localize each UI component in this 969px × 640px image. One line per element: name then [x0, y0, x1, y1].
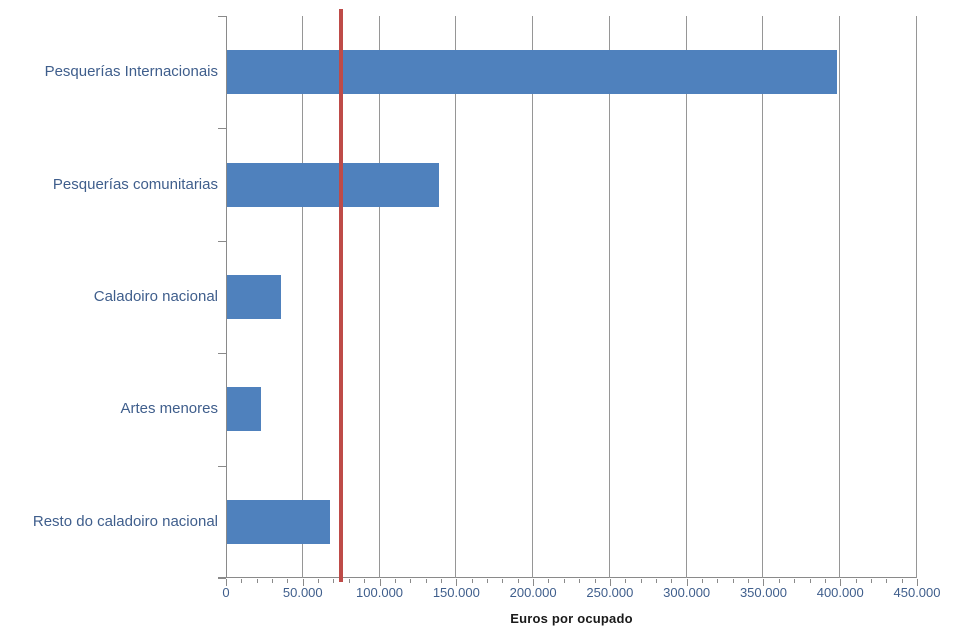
- gridline: [685, 16, 687, 578]
- x-axis-tick-label: 0: [222, 585, 230, 600]
- x-axis-tick-minor: [594, 579, 596, 583]
- x-axis-tick-minor: [517, 579, 519, 583]
- x-axis-tick-minor: [794, 579, 796, 583]
- x-axis-tick-minor: [440, 579, 442, 583]
- x-axis-tick-minor: [870, 579, 872, 583]
- gridline: [455, 16, 457, 578]
- x-axis-tick-minor: [348, 579, 350, 583]
- gridline: [839, 16, 841, 578]
- y-axis-tick: [218, 353, 226, 355]
- x-axis-tick-minor: [748, 579, 750, 583]
- x-axis-tick-minor: [241, 579, 243, 583]
- x-axis-line: [218, 577, 917, 578]
- x-axis-tick-label: 200.000: [509, 585, 557, 600]
- x-axis-tick-label: 450.000: [893, 585, 941, 600]
- y-axis-tick: [218, 240, 226, 242]
- x-axis-tick-minor: [886, 579, 888, 583]
- category-label: Resto do caladoiro nacional: [32, 512, 218, 530]
- x-axis-tick-minor: [563, 579, 565, 583]
- x-axis-tick-minor: [502, 579, 504, 583]
- x-axis-tick-major: [917, 579, 918, 586]
- x-axis-tick-minor: [256, 579, 258, 583]
- y-axis-tick: [218, 465, 226, 467]
- bar: [227, 387, 261, 432]
- x-axis-tick-label: 400.000: [816, 585, 864, 600]
- bar: [227, 275, 281, 319]
- x-axis-title: Euros por ocupado: [510, 611, 633, 626]
- y-axis-tick: [218, 128, 226, 130]
- x-axis-tick-minor: [702, 579, 704, 583]
- gridline: [608, 16, 610, 578]
- x-axis-tick-minor: [732, 579, 734, 583]
- x-axis-tick-major: [226, 579, 227, 586]
- x-axis-tick-minor: [778, 579, 780, 583]
- y-axis-tick: [218, 578, 226, 579]
- gridline: [301, 16, 303, 578]
- x-axis-tick-label: 50.000: [282, 585, 323, 600]
- x-axis-tick-minor: [640, 579, 642, 583]
- category-label: Pesquerías comunitarias: [52, 175, 218, 193]
- x-axis-tick-label: 350.000: [739, 585, 787, 600]
- x-axis-tick-minor: [410, 579, 412, 583]
- bar: [227, 499, 330, 544]
- x-axis-tick-major: [840, 579, 842, 586]
- x-axis-tick-label: 250.000: [586, 585, 634, 600]
- x-axis-tick-minor: [487, 579, 489, 583]
- x-axis-tick-major: [533, 579, 535, 586]
- x-axis-tick-major: [379, 579, 381, 586]
- bar: [227, 162, 439, 207]
- gridline: [916, 16, 917, 578]
- category-label: Artes menores: [120, 400, 218, 418]
- x-axis-tick-minor: [394, 579, 396, 583]
- x-axis-tick-minor: [318, 579, 320, 583]
- x-axis-tick-minor: [809, 579, 811, 583]
- x-axis-tick-minor: [901, 579, 903, 583]
- x-axis-tick-minor: [425, 579, 427, 583]
- y-axis-line: [226, 16, 227, 578]
- x-axis-tick-minor: [671, 579, 673, 583]
- y-axis-tick: [218, 16, 226, 17]
- x-axis-tick-minor: [287, 579, 289, 583]
- gridline: [532, 16, 534, 578]
- x-axis-tick-minor: [655, 579, 657, 583]
- x-axis-tick-minor: [855, 579, 857, 583]
- x-axis-tick-major: [763, 579, 765, 586]
- category-label: Pesquerías Internacionais: [44, 63, 218, 81]
- x-axis-tick-minor: [333, 579, 335, 583]
- x-axis-tick-major: [609, 579, 611, 586]
- gridline: [378, 16, 380, 578]
- x-axis-tick-minor: [364, 579, 366, 583]
- x-axis-tick-minor: [548, 579, 550, 583]
- x-axis-tick-label: 100.000: [356, 585, 404, 600]
- bar: [227, 50, 837, 95]
- x-axis-tick-label: 300.000: [663, 585, 711, 600]
- x-axis-tick-label: 150.000: [432, 585, 480, 600]
- category-label: Caladoiro nacional: [93, 288, 218, 305]
- reference-line: [339, 9, 344, 582]
- gridline: [762, 16, 764, 578]
- x-axis-tick-major: [456, 579, 458, 586]
- x-axis-tick-minor: [717, 579, 719, 583]
- x-axis-tick-minor: [625, 579, 627, 583]
- x-axis-tick-major: [686, 579, 688, 586]
- x-axis-tick-minor: [579, 579, 581, 583]
- x-axis-tick-major: [302, 579, 304, 586]
- x-axis-tick-minor: [471, 579, 473, 583]
- plot-area: [218, 9, 917, 582]
- x-axis-tick-minor: [824, 579, 826, 583]
- x-axis-tick-minor: [272, 579, 274, 583]
